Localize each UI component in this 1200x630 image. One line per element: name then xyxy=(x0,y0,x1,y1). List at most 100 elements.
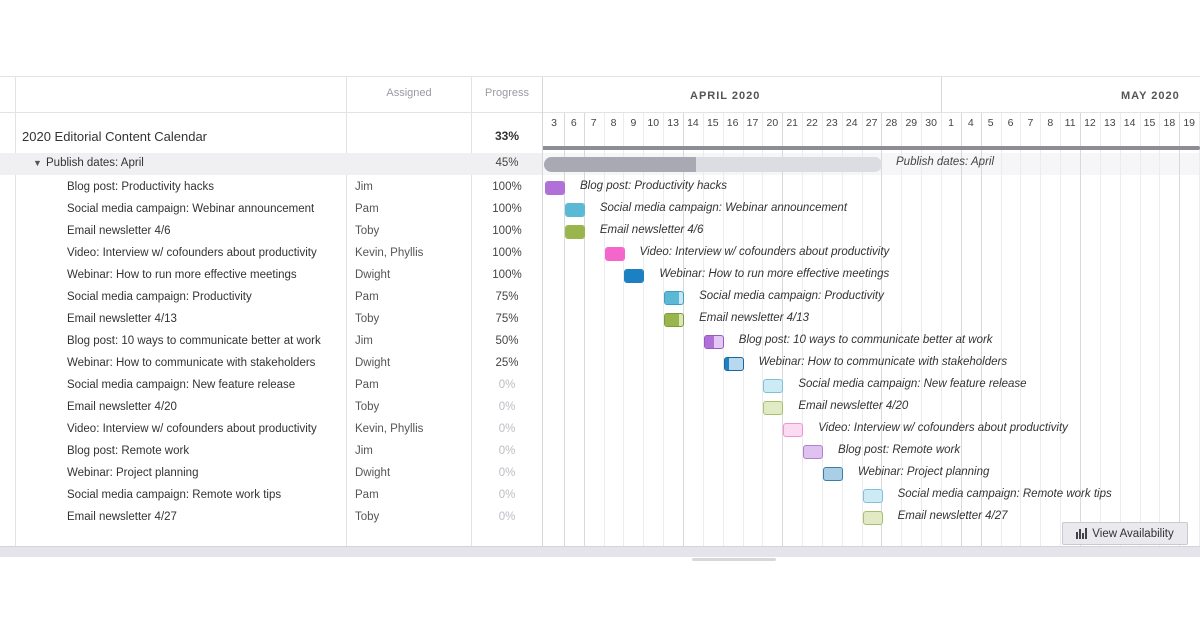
task-row[interactable]: Email newsletter 4/13 Toby 75% xyxy=(0,309,542,331)
task-progress[interactable]: 75% xyxy=(495,313,519,325)
task-assignee[interactable]: Toby xyxy=(355,225,380,237)
task-bar[interactable] xyxy=(703,335,724,349)
task-row[interactable]: Social media campaign: New feature relea… xyxy=(0,375,542,397)
task-name[interactable]: Blog post: Remote work xyxy=(67,445,190,457)
task-bar[interactable] xyxy=(564,203,585,217)
task-assignee[interactable]: Kevin, Phyllis xyxy=(355,247,424,259)
task-name[interactable]: Webinar: How to run more effective meeti… xyxy=(67,269,297,281)
horizontal-scrollbar-thumb[interactable] xyxy=(692,558,776,561)
task-progress[interactable]: 25% xyxy=(495,357,519,369)
assigned-column-header[interactable]: Assigned xyxy=(386,87,432,99)
task-progress[interactable]: 0% xyxy=(498,489,516,501)
task-row[interactable]: Blog post: 10 ways to communicate better… xyxy=(0,331,542,353)
task-bar[interactable] xyxy=(664,313,685,327)
task-bar[interactable] xyxy=(862,511,883,525)
task-bar[interactable] xyxy=(624,269,645,283)
task-assignee[interactable]: Dwight xyxy=(355,467,391,479)
task-name[interactable]: Email newsletter 4/27 xyxy=(67,511,177,523)
task-progress[interactable]: 100% xyxy=(492,203,522,215)
task-progress[interactable]: 100% xyxy=(492,225,522,237)
task-progress[interactable]: 50% xyxy=(495,335,519,347)
task-progress[interactable]: 0% xyxy=(498,467,516,479)
day-label: 14 xyxy=(1123,117,1136,129)
task-bar[interactable] xyxy=(723,357,744,371)
task-assignee[interactable]: Toby xyxy=(355,401,380,413)
task-bar[interactable] xyxy=(763,401,784,415)
task-row[interactable]: Webinar: How to run more effective meeti… xyxy=(0,265,542,287)
task-progress[interactable]: 100% xyxy=(492,181,522,193)
day-label: 5 xyxy=(987,117,994,129)
task-row[interactable]: Video: Interview w/ cofounders about pro… xyxy=(0,243,542,265)
task-row[interactable]: Webinar: Project planning Dwight 0% xyxy=(0,463,542,485)
task-bar-label: Social media campaign: New feature relea… xyxy=(798,378,1027,390)
task-assignee[interactable]: Jim xyxy=(355,445,373,457)
task-progress[interactable]: 0% xyxy=(498,401,516,413)
group-name[interactable]: Publish dates: April xyxy=(46,157,144,169)
gantt-divider[interactable] xyxy=(542,77,543,546)
task-progress[interactable]: 75% xyxy=(495,291,519,303)
task-row[interactable]: Social media campaign: Webinar announcem… xyxy=(0,199,542,221)
task-name[interactable]: Social media campaign: Productivity xyxy=(67,291,252,303)
task-name[interactable]: Blog post: Productivity hacks xyxy=(67,181,215,193)
project-bar[interactable] xyxy=(542,146,1200,150)
task-assignee[interactable]: Toby xyxy=(355,511,380,523)
task-row[interactable]: Blog post: Productivity hacks Jim 100% xyxy=(0,177,542,199)
task-assignee[interactable]: Toby xyxy=(355,313,380,325)
task-assignee[interactable]: Dwight xyxy=(355,357,391,369)
task-assignee[interactable]: Jim xyxy=(355,181,373,193)
task-assignee[interactable]: Dwight xyxy=(355,269,391,281)
task-name[interactable]: Email newsletter 4/20 xyxy=(67,401,177,413)
task-bar[interactable] xyxy=(803,445,824,459)
task-bar[interactable] xyxy=(862,489,883,503)
task-name[interactable]: Webinar: How to communicate with stakeho… xyxy=(67,357,316,369)
project-row[interactable]: 2020 Editorial Content Calendar 33% xyxy=(0,120,542,152)
task-bar[interactable] xyxy=(763,379,784,393)
task-bar[interactable] xyxy=(564,225,585,239)
task-row[interactable]: Social media campaign: Remote work tips P… xyxy=(0,485,542,507)
task-name[interactable]: Social media campaign: New feature relea… xyxy=(67,379,296,391)
task-name[interactable]: Video: Interview w/ cofounders about pro… xyxy=(67,247,317,259)
grid-column-divider[interactable] xyxy=(471,77,472,546)
task-bar[interactable] xyxy=(822,467,843,481)
task-progress[interactable]: 100% xyxy=(492,247,522,259)
task-name[interactable]: Social media campaign: Webinar announcem… xyxy=(67,203,315,215)
task-row[interactable]: Social media campaign: Productivity Pam 75… xyxy=(0,287,542,309)
horizontal-scrollbar-track[interactable] xyxy=(0,546,1200,557)
task-progress[interactable]: 0% xyxy=(498,379,516,391)
task-progress[interactable]: 0% xyxy=(498,511,516,523)
task-row[interactable]: Email newsletter 4/20 Toby 0% xyxy=(0,397,542,419)
task-assignee[interactable]: Pam xyxy=(355,489,379,501)
task-assignee[interactable]: Pam xyxy=(355,291,379,303)
grid-column-divider[interactable] xyxy=(346,77,347,546)
task-assignee[interactable]: Pam xyxy=(355,203,379,215)
task-name[interactable]: Video: Interview w/ cofounders about pro… xyxy=(67,423,317,435)
task-progress[interactable]: 0% xyxy=(498,445,516,457)
task-bar[interactable] xyxy=(545,181,565,195)
task-bar[interactable] xyxy=(783,423,804,437)
task-assignee[interactable]: Kevin, Phyllis xyxy=(355,423,424,435)
task-bar[interactable] xyxy=(664,291,685,305)
task-row[interactable]: Email newsletter 4/6 Toby 100% xyxy=(0,221,542,243)
task-row[interactable]: Email newsletter 4/27 Toby 0% xyxy=(0,507,542,529)
task-row[interactable]: Blog post: Remote work Jim 0% xyxy=(0,441,542,463)
progress-column-header[interactable]: Progress xyxy=(484,87,530,99)
task-name[interactable]: Blog post: 10 ways to communicate better… xyxy=(67,335,321,347)
task-progress[interactable]: 100% xyxy=(492,269,522,281)
task-name[interactable]: Social media campaign: Remote work tips xyxy=(67,489,282,501)
group-row[interactable]: ▼ Publish dates: April 45% xyxy=(0,153,542,175)
task-name[interactable]: Email newsletter 4/13 xyxy=(67,313,177,325)
day-gridline xyxy=(941,113,942,546)
task-bar-label: Email newsletter 4/6 xyxy=(599,224,704,236)
task-row[interactable]: Video: Interview w/ cofounders about pro… xyxy=(0,419,542,441)
group-bar[interactable] xyxy=(544,157,882,172)
task-name[interactable]: Webinar: Project planning xyxy=(67,467,199,479)
task-progress[interactable]: 0% xyxy=(498,423,516,435)
task-assignee[interactable]: Jim xyxy=(355,335,373,347)
task-assignee[interactable]: Pam xyxy=(355,379,379,391)
task-name[interactable]: Email newsletter 4/6 xyxy=(67,225,171,237)
task-row[interactable]: Webinar: How to communicate with stakeho… xyxy=(0,353,542,375)
caret-down-icon[interactable]: ▼ xyxy=(33,158,42,168)
view-availability-button[interactable]: View Availability xyxy=(1062,522,1188,545)
project-name[interactable]: 2020 Editorial Content Calendar xyxy=(22,129,208,144)
task-bar[interactable] xyxy=(604,247,625,261)
